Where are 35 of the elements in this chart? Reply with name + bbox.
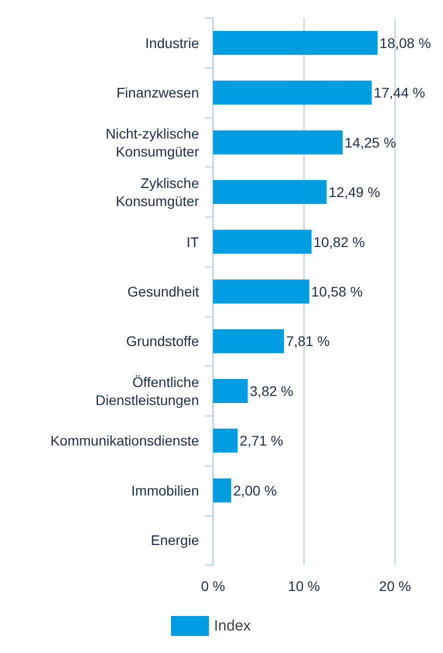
bar bbox=[213, 428, 238, 453]
y-tick-label: Nicht-zyklische Konsumgüter bbox=[106, 125, 200, 160]
y-tick-label: Immobilien bbox=[131, 482, 199, 498]
bar bbox=[213, 180, 327, 204]
y-tick-label: Industrie bbox=[145, 34, 200, 51]
x-tick-label: 10 % bbox=[288, 578, 320, 594]
y-tick-label: IT bbox=[186, 234, 200, 250]
bar bbox=[213, 280, 310, 304]
data-label: 18,08 % bbox=[380, 34, 431, 51]
y-tick-label: Finanzwesen bbox=[116, 84, 199, 101]
bar bbox=[213, 130, 343, 154]
x-tick-label: 20 % bbox=[379, 578, 411, 594]
y-tick-label: Gesundheit bbox=[127, 284, 200, 300]
data-label: 10,82 % bbox=[313, 234, 365, 250]
y-tick-label: Kommunikationsdienste bbox=[50, 432, 200, 449]
bar bbox=[213, 378, 248, 403]
bar bbox=[213, 230, 312, 254]
y-tick-label: Zyklische Konsumgüter bbox=[116, 175, 200, 210]
data-label: 2,00 % bbox=[233, 482, 277, 498]
bar bbox=[213, 329, 284, 354]
data-label: 10,58 % bbox=[311, 284, 363, 300]
data-label: 2,71 % bbox=[240, 432, 284, 449]
bar bbox=[213, 80, 372, 105]
bar bbox=[213, 478, 232, 502]
y-tick-label: Energie bbox=[150, 532, 200, 548]
data-label: 12,49 % bbox=[328, 184, 380, 200]
data-label: 7,81 % bbox=[286, 333, 330, 350]
data-label: 14,25 % bbox=[344, 134, 396, 150]
x-tick-label: 0 % bbox=[200, 578, 226, 594]
legend-label: Index bbox=[214, 618, 252, 634]
bar bbox=[213, 30, 378, 55]
data-label: 17,44 % bbox=[374, 84, 426, 101]
y-tick-label: Öffentliche Dienstleistungen bbox=[95, 374, 200, 408]
y-tick-label: Grundstoffe bbox=[126, 333, 200, 350]
data-label: 3,82 % bbox=[250, 382, 294, 399]
